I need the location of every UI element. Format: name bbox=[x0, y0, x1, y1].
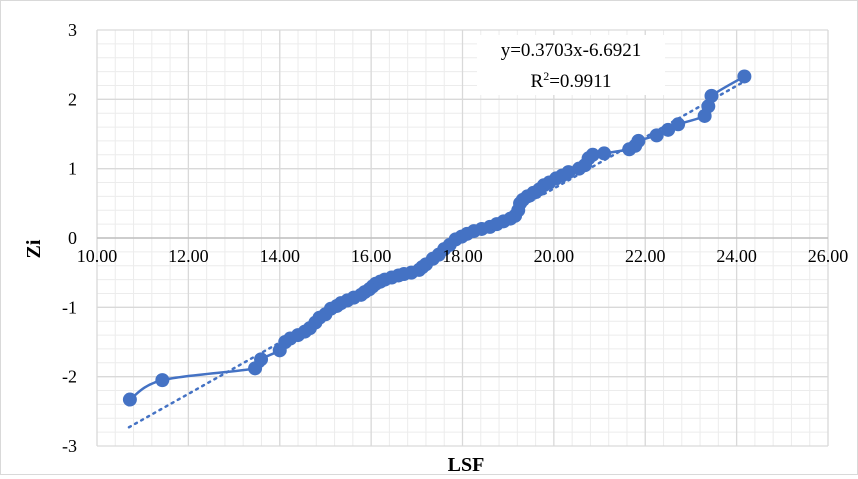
y-tick-label: -1 bbox=[62, 297, 77, 317]
y-tick-label: -2 bbox=[62, 367, 77, 387]
data-point bbox=[155, 373, 170, 388]
r-squared-prefix: R bbox=[531, 71, 544, 92]
data-point bbox=[671, 117, 686, 132]
grid-layer bbox=[96, 29, 829, 447]
r-squared-value: =0.9911 bbox=[549, 71, 611, 92]
x-tick-label: 18.00 bbox=[442, 246, 483, 266]
x-tick-label: 12.00 bbox=[168, 246, 209, 266]
trendline-equation-label: y=0.3703x-6.6921 bbox=[501, 40, 642, 61]
x-tick-label: 14.00 bbox=[260, 246, 301, 266]
data-point bbox=[122, 392, 137, 407]
r-squared-label: R2=0.9911 bbox=[531, 69, 612, 92]
data-point bbox=[737, 69, 752, 84]
x-tick-label: 24.00 bbox=[716, 246, 757, 266]
data-point bbox=[649, 128, 664, 143]
data-point bbox=[631, 133, 646, 148]
y-tick-label: 2 bbox=[68, 89, 77, 109]
series-layer bbox=[122, 69, 752, 407]
data-point bbox=[704, 88, 719, 103]
y-tick-label: 1 bbox=[68, 159, 77, 179]
y-tick-label: 0 bbox=[68, 228, 77, 248]
data-point bbox=[254, 352, 269, 367]
x-tick-label: 20.00 bbox=[534, 246, 575, 266]
y-tick-label: -3 bbox=[62, 436, 77, 456]
x-tick-label: 26.00 bbox=[808, 246, 849, 266]
y-tick-label: 3 bbox=[68, 20, 77, 40]
r-squared-superscript: 2 bbox=[543, 69, 549, 83]
data-point bbox=[597, 146, 612, 161]
x-tick-label: 22.00 bbox=[625, 246, 666, 266]
data-point bbox=[561, 165, 576, 180]
x-axis-title: LSF bbox=[448, 454, 485, 474]
equation-label-background bbox=[477, 35, 665, 95]
data-point bbox=[585, 147, 600, 162]
tick-label-layer: 10.00 12.00 14.00 16.00 18.00 20.00 22.00 24.00… bbox=[62, 20, 848, 456]
y-axis-title: Zi bbox=[23, 239, 45, 258]
x-tick-label: 10.00 bbox=[77, 246, 118, 266]
x-tick-label: 16.00 bbox=[351, 246, 392, 266]
